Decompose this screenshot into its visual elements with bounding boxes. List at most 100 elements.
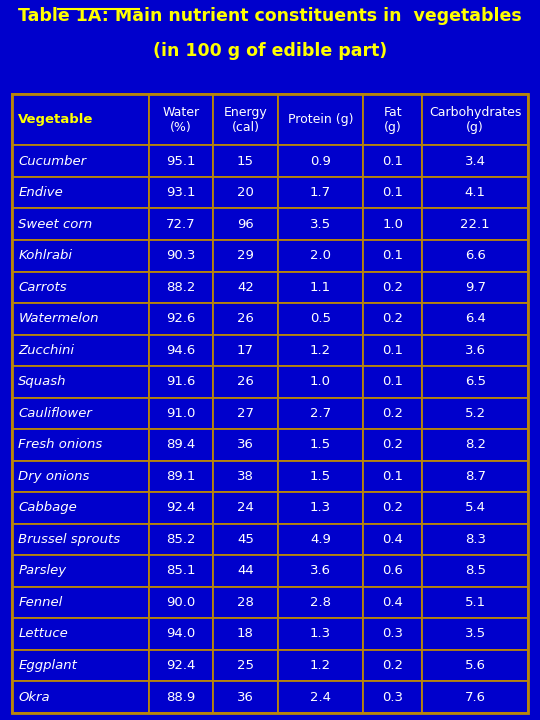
Text: 89.1: 89.1: [166, 470, 195, 483]
Text: 15: 15: [237, 155, 254, 168]
Text: Squash: Squash: [18, 375, 67, 388]
Text: 72.7: 72.7: [166, 217, 196, 230]
Bar: [363, 681, 422, 713]
Bar: [422, 555, 528, 587]
Bar: [422, 177, 528, 209]
Text: Fennel: Fennel: [18, 596, 63, 609]
Bar: [363, 94, 422, 145]
Text: 90.3: 90.3: [166, 249, 195, 262]
Text: 24: 24: [237, 501, 254, 514]
Text: 92.4: 92.4: [166, 659, 195, 672]
Text: Eggplant: Eggplant: [18, 659, 77, 672]
Bar: [363, 335, 422, 366]
Bar: [363, 461, 422, 492]
Text: 2.4: 2.4: [310, 690, 331, 703]
Bar: [422, 145, 528, 177]
Text: 28: 28: [237, 596, 254, 609]
Bar: [148, 618, 213, 649]
Bar: [422, 335, 528, 366]
Text: 93.1: 93.1: [166, 186, 195, 199]
Text: Brussel sprouts: Brussel sprouts: [18, 533, 120, 546]
Bar: [12, 177, 148, 209]
Text: (in 100 g of edible part): (in 100 g of edible part): [153, 42, 387, 60]
Bar: [148, 209, 213, 240]
Bar: [148, 587, 213, 618]
Bar: [363, 209, 422, 240]
Bar: [12, 492, 148, 523]
Text: 1.3: 1.3: [310, 628, 331, 641]
Bar: [422, 649, 528, 681]
Text: 1.2: 1.2: [310, 659, 331, 672]
Text: 0.2: 0.2: [382, 407, 403, 420]
Bar: [363, 145, 422, 177]
Text: 6.5: 6.5: [465, 375, 485, 388]
Bar: [12, 429, 148, 461]
Text: Endive: Endive: [18, 186, 63, 199]
Text: 5.1: 5.1: [464, 596, 486, 609]
Text: 22.1: 22.1: [461, 217, 490, 230]
Text: 94.6: 94.6: [166, 344, 195, 357]
Bar: [213, 429, 278, 461]
Text: 1.1: 1.1: [310, 281, 331, 294]
Bar: [422, 523, 528, 555]
Text: 89.4: 89.4: [166, 438, 195, 451]
Text: Vegetable: Vegetable: [18, 113, 94, 126]
Bar: [278, 145, 363, 177]
Text: 91.6: 91.6: [166, 375, 195, 388]
Text: 0.5: 0.5: [310, 312, 331, 325]
Text: 1.2: 1.2: [310, 344, 331, 357]
Text: Table 1A: Main nutrient constituents in  vegetables: Table 1A: Main nutrient constituents in …: [18, 7, 522, 25]
Bar: [422, 94, 528, 145]
Text: 88.9: 88.9: [166, 690, 195, 703]
Bar: [12, 555, 148, 587]
Bar: [422, 461, 528, 492]
Bar: [213, 681, 278, 713]
Text: Zucchini: Zucchini: [18, 344, 75, 357]
Text: 0.2: 0.2: [382, 659, 403, 672]
Text: Dry onions: Dry onions: [18, 470, 90, 483]
Bar: [363, 587, 422, 618]
Bar: [12, 587, 148, 618]
Text: 18: 18: [237, 628, 254, 641]
Bar: [422, 492, 528, 523]
Text: Okra: Okra: [18, 690, 50, 703]
Text: 3.5: 3.5: [464, 628, 486, 641]
Bar: [363, 240, 422, 271]
Text: 0.2: 0.2: [382, 501, 403, 514]
Text: 0.2: 0.2: [382, 438, 403, 451]
Bar: [213, 523, 278, 555]
Text: 4.1: 4.1: [465, 186, 485, 199]
Text: 36: 36: [237, 690, 254, 703]
Text: 0.2: 0.2: [382, 312, 403, 325]
Bar: [363, 429, 422, 461]
Bar: [148, 145, 213, 177]
Text: 0.1: 0.1: [382, 186, 403, 199]
Bar: [213, 366, 278, 397]
Text: 8.3: 8.3: [465, 533, 485, 546]
Text: 0.1: 0.1: [382, 249, 403, 262]
Text: 29: 29: [237, 249, 254, 262]
Bar: [278, 523, 363, 555]
Bar: [12, 209, 148, 240]
Bar: [213, 145, 278, 177]
Bar: [148, 555, 213, 587]
Bar: [12, 681, 148, 713]
Bar: [213, 177, 278, 209]
Bar: [213, 618, 278, 649]
Text: 6.4: 6.4: [465, 312, 485, 325]
Bar: [213, 240, 278, 271]
Bar: [278, 555, 363, 587]
Text: 0.1: 0.1: [382, 344, 403, 357]
Bar: [422, 240, 528, 271]
Text: Energy
(cal): Energy (cal): [224, 106, 267, 133]
Bar: [422, 587, 528, 618]
Text: Fresh onions: Fresh onions: [18, 438, 103, 451]
Text: 4.9: 4.9: [310, 533, 331, 546]
Bar: [278, 397, 363, 429]
Bar: [278, 209, 363, 240]
Text: Protein (g): Protein (g): [288, 113, 353, 126]
Bar: [278, 461, 363, 492]
Text: 91.0: 91.0: [166, 407, 195, 420]
Text: 85.1: 85.1: [166, 564, 195, 577]
Bar: [363, 177, 422, 209]
